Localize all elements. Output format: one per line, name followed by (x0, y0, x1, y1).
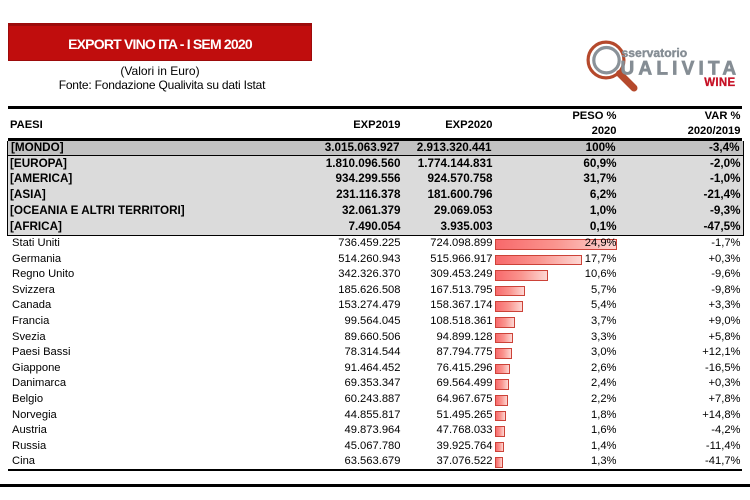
svg-text:WINE: WINE (704, 77, 735, 89)
svg-text:sservatorio: sservatorio (622, 46, 688, 60)
svg-text:UALIVITA: UALIVITA (621, 59, 741, 80)
